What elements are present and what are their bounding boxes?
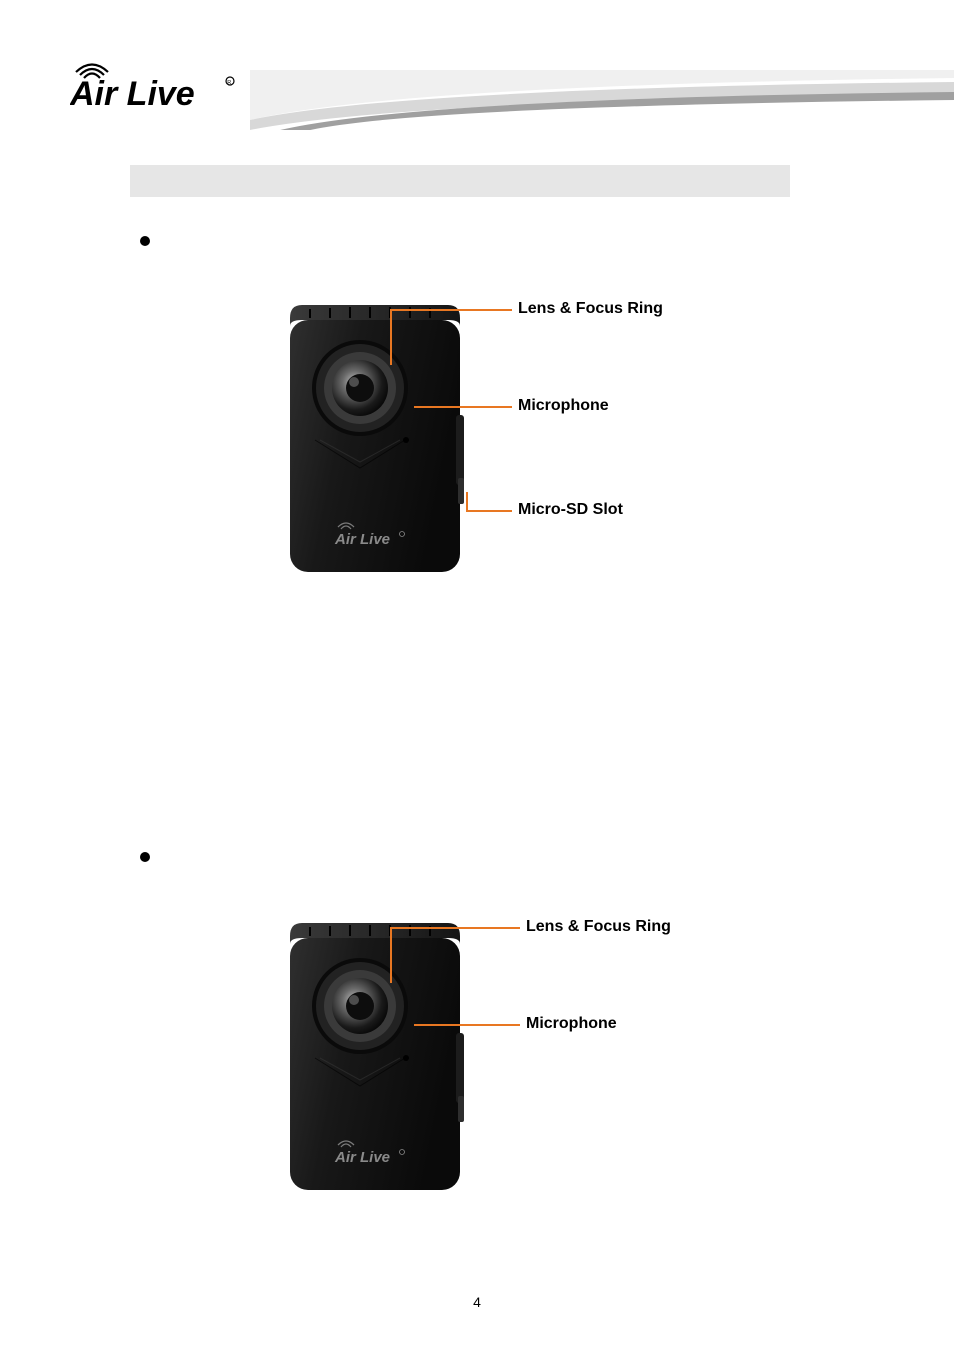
callout-label-lens: Lens & Focus Ring — [526, 918, 671, 936]
svg-text:Air Live: Air Live — [70, 75, 195, 113]
camera-image: Air Live — [280, 300, 480, 588]
callout-line — [390, 927, 392, 983]
callout-line — [414, 406, 512, 408]
camera-logo-text: Air Live — [334, 1149, 390, 1166]
callout-line — [390, 309, 512, 311]
page-number: 4 — [0, 1294, 954, 1310]
callout-label-mic: Microphone — [526, 1015, 617, 1033]
bullet-icon — [140, 852, 150, 862]
callout-label-sd: Micro-SD Slot — [518, 501, 623, 519]
callout-label-mic: Microphone — [518, 397, 609, 415]
header-gradient-swoosh — [250, 70, 954, 130]
camera-image: Air Live — [280, 918, 480, 1206]
callout-line — [466, 492, 468, 512]
camera-logo-text: Air Live — [334, 531, 390, 548]
callout-label-lens: Lens & Focus Ring — [518, 300, 663, 318]
callout-line — [466, 510, 512, 512]
bullet-icon — [140, 236, 150, 246]
svg-text:R: R — [227, 80, 231, 86]
callout-line — [414, 1024, 520, 1026]
section-header-bar — [130, 165, 790, 197]
callout-line — [390, 309, 392, 365]
callout-line — [390, 927, 520, 929]
brand-logo: Air Live R — [70, 55, 240, 115]
